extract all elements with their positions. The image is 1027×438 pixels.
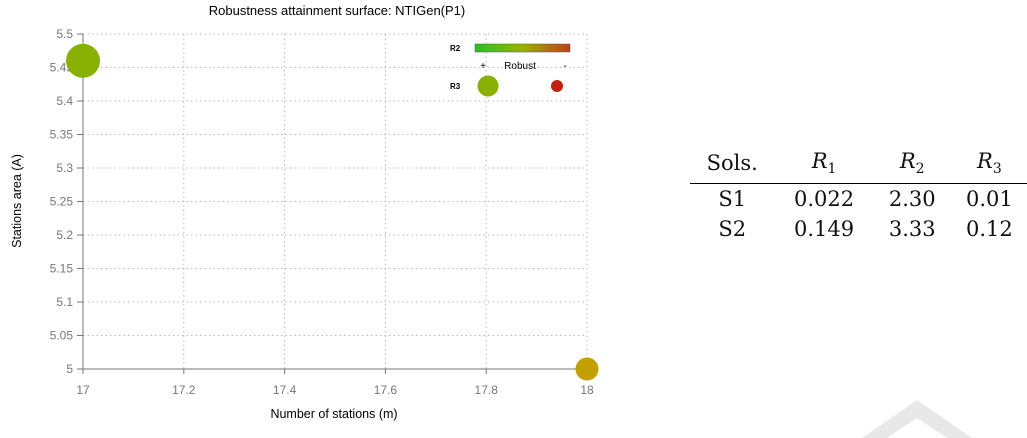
grid-lines — [83, 33, 588, 370]
legend-robust-text: Robust — [504, 61, 536, 72]
table-header-row: Sols. R1 R2 R3 — [690, 143, 1027, 184]
x-tick-label: 18 — [580, 383, 594, 397]
x-axis-label: Number of stations (m) — [270, 407, 397, 421]
chart-title: Robustness attainment surface: NTIGen(P1… — [209, 3, 466, 18]
y-tick-label: 5.4 — [56, 94, 73, 108]
y-tick-label: 5.25 — [50, 195, 74, 209]
x-tick-label: 17.8 — [475, 383, 499, 397]
y-tick-label: 5.3 — [56, 161, 73, 175]
legend-r2-label: R2 — [450, 44, 461, 53]
legend-robust-plus: + — [480, 61, 486, 72]
cell-sol: S1 — [718, 187, 747, 211]
legend-r2-gradient-bar — [474, 43, 571, 53]
y-tick-label: 5.35 — [50, 128, 74, 142]
y-tick-label: 5 — [66, 362, 73, 376]
legend-r3-nonrobust-circle — [551, 80, 563, 92]
header-r2: R2 — [873, 143, 951, 184]
header-r1: R1 — [774, 143, 874, 184]
y-tick-label: 5.1 — [56, 295, 73, 309]
x-tick-label: 17.6 — [374, 383, 398, 397]
x-tick-label: 17 — [76, 383, 90, 397]
data-point — [575, 357, 599, 381]
cell-r2: 3.33 — [888, 217, 936, 241]
legend-robust-minus: - — [563, 61, 566, 72]
table-row: S2 0.149 3.33 0.12 — [690, 214, 1027, 244]
header-r3: R3 — [950, 143, 1027, 184]
y-tick-label: 5.05 — [50, 329, 74, 343]
cell-r1: 0.022 — [794, 187, 855, 211]
cell-r2: 2.30 — [888, 187, 936, 211]
x-tick-label: 17.4 — [273, 383, 297, 397]
y-axis-label: Stations area (A) — [10, 154, 24, 248]
legend-r3-robust-circle — [477, 75, 499, 97]
x-tick-label: 17.2 — [172, 383, 196, 397]
legend-r3-label: R3 — [450, 82, 461, 91]
table-row: S1 0.022 2.30 0.01 — [690, 184, 1027, 215]
scatter-chart: Robustness attainment surface: NTIGen(P1… — [10, 3, 599, 421]
cell-r1: 0.149 — [794, 217, 855, 241]
tick-labels: 17 17.2 17.4 17.6 17.8 18 5 5.05 5.1 5.15 5.2 5.25 5… — [50, 27, 594, 397]
robustness-table: Sols. R1 R2 R3 S1 0.022 2.30 0.01 S2 0.1… — [690, 143, 1027, 244]
y-tick-label: 5.2 — [56, 228, 73, 242]
axes — [77, 33, 588, 374]
cell-r3: 0.12 — [966, 217, 1013, 241]
y-tick-label: 5.5 — [56, 27, 73, 41]
legend: R2 + Robust - R3 — [450, 43, 571, 97]
y-tick-label: 5.15 — [50, 262, 74, 276]
watermark-arrow — [862, 400, 972, 438]
cell-sol: S2 — [718, 217, 747, 241]
data-points — [66, 43, 599, 381]
cell-r3: 0.01 — [966, 187, 1013, 211]
data-point — [66, 43, 100, 78]
header-sols: Sols. — [690, 143, 775, 184]
